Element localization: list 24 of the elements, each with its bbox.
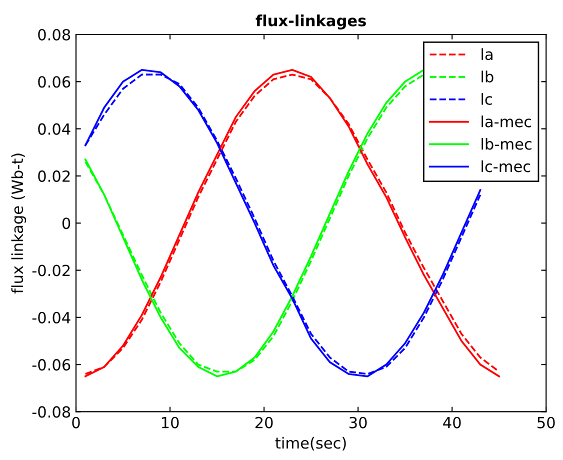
legend-label: la [482,48,492,60]
y-tick-label: -0.02 [32,264,70,276]
chart-title: flux-linkages [256,14,366,30]
y-tick-label: 0 [62,218,70,230]
y-tick-label: 0.08 [38,28,70,41]
x-axis-title: time(sec) [275,436,346,451]
legend-label: la-mec [482,116,532,128]
y-tick-label: 0.02 [38,170,70,182]
y-tick-label: -0.04 [32,312,70,324]
x-tick-label: 40 [443,416,461,428]
legend-label: lc-mec [482,160,530,172]
legend-label: lb-mec [482,138,532,150]
x-tick-label: 20 [255,416,273,428]
x-tick-label: 30 [350,416,367,428]
x-tick-label: 50 [538,416,555,428]
legend-label: lb [482,70,494,82]
y-tick-label: 0.06 [38,76,70,88]
y-axis-title: flux linkage (Wb-t) [11,154,26,294]
y-tick-label: 0.04 [38,123,70,135]
legend-label: lc [482,93,492,105]
y-tick-label: -0.08 [32,406,70,418]
x-tick-label: 0 [72,416,80,428]
y-tick-label: -0.06 [32,359,70,371]
x-tick-label: 10 [162,416,179,428]
